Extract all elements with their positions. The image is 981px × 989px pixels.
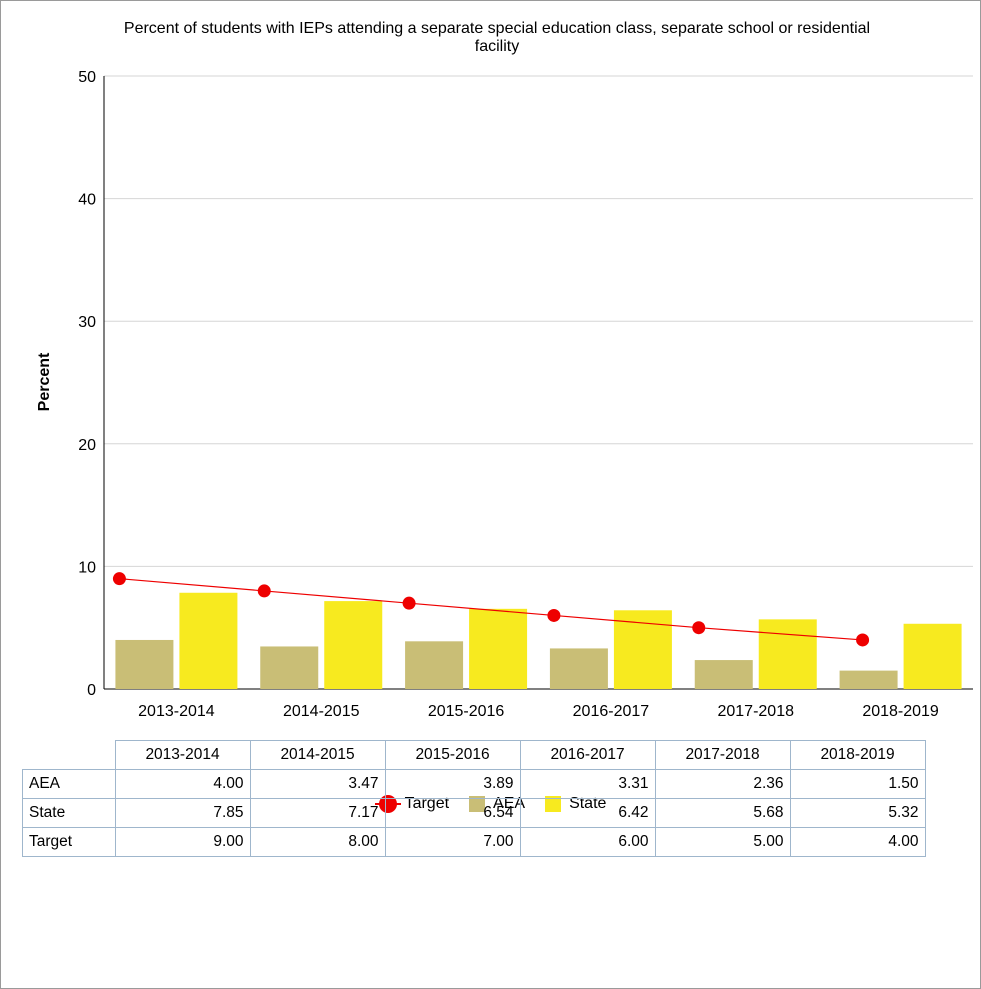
table-column-header: 2015-2016 [384, 740, 521, 770]
target-line-path [119, 578, 863, 641]
target-point-2015-2016 [402, 596, 416, 610]
y-tick-labels: 0 10 20 30 40 50 [78, 69, 96, 699]
table-row: AEA 4.00 3.47 3.89 3.31 2.36 1.50 [22, 769, 926, 799]
table-cell: 6.00 [519, 827, 656, 857]
bars [115, 592, 962, 689]
y-tick-label: 40 [78, 192, 96, 209]
table-column-header: 2017-2018 [654, 740, 791, 770]
target-point-2016-2017 [547, 608, 561, 622]
table-cell: 7.00 [384, 827, 521, 857]
table-cell: 5.00 [654, 827, 791, 857]
x-tick-label: 2018-2019 [862, 703, 939, 720]
table-cell: 7.85 [114, 798, 251, 828]
bar-state-2014-2015 [324, 601, 383, 689]
bar-aea-2013-2014 [115, 639, 174, 689]
chart-title-line-2: facility [475, 38, 519, 55]
x-tick-label: 2017-2018 [717, 703, 794, 720]
table-cell: 1.50 [789, 769, 926, 799]
bar-aea-2016-2017 [549, 648, 608, 689]
table-cell: 3.47 [249, 769, 386, 799]
bar-state-2017-2018 [758, 619, 817, 689]
y-tick-label: 30 [78, 314, 96, 331]
x-tick-labels: 2013-2014 2014-2015 2015-2016 2016-2017 2017… [138, 703, 939, 720]
bar-state-2016-2017 [613, 610, 672, 689]
target-series [112, 572, 870, 647]
x-tick-label: 2015-2016 [428, 703, 505, 720]
data-table: 2013-2014 2014-2015 2015-2016 2016-2017 … [22, 740, 926, 857]
x-tick-label: 2013-2014 [138, 703, 215, 720]
target-point-2018-2019 [856, 633, 870, 647]
table-cell: 4.00 [789, 827, 926, 857]
table-cell: 2.36 [654, 769, 791, 799]
y-tick-label: 20 [78, 437, 96, 454]
table-column-header: 2018-2019 [789, 740, 926, 770]
y-tick-label: 0 [87, 682, 96, 699]
table-cell: 4.00 [114, 769, 251, 799]
table-column-header: 2016-2017 [519, 740, 656, 770]
bar-aea-2018-2019 [839, 670, 898, 689]
x-tick-label: 2016-2017 [573, 703, 650, 720]
bar-aea-2017-2018 [694, 660, 753, 689]
target-point-2017-2018 [692, 621, 706, 635]
table-cell: 8.00 [249, 827, 386, 857]
table-cell: 7.17 [249, 798, 386, 828]
chart-title-line-1: Percent of students with IEPs attending … [124, 20, 870, 37]
bar-state-2015-2016 [469, 608, 528, 689]
table-header-row: 2013-2014 2014-2015 2015-2016 2016-2017 … [22, 740, 926, 770]
table-corner-cell [22, 740, 116, 770]
table-cell: 3.31 [519, 769, 656, 799]
y-axis-label: Percent [36, 352, 53, 411]
table-cell: 6.54 [384, 798, 521, 828]
table-cell: 3.89 [384, 769, 521, 799]
table-column-header: 2014-2015 [249, 740, 386, 770]
table-cell: 5.68 [654, 798, 791, 828]
table-row: Target 9.00 8.00 7.00 6.00 5.00 4.00 [22, 827, 926, 857]
bar-state-2013-2014 [179, 592, 238, 689]
table-cell: 6.42 [519, 798, 656, 828]
table-cell: 9.00 [114, 827, 251, 857]
table-cell: 5.32 [789, 798, 926, 828]
bar-aea-2015-2016 [405, 641, 464, 689]
table-column-header: 2013-2014 [114, 740, 251, 770]
table-row-label: Target [22, 827, 116, 857]
y-tick-label: 10 [78, 559, 96, 576]
target-point-2013-2014 [112, 572, 126, 586]
table-row-label: AEA [22, 769, 116, 799]
bar-state-2018-2019 [903, 623, 962, 689]
grid-lines [103, 75, 973, 690]
table-row-label: State [22, 798, 116, 828]
target-point-2014-2015 [257, 584, 271, 598]
x-tick-label: 2014-2015 [283, 703, 360, 720]
bar-aea-2014-2015 [260, 646, 319, 689]
table-row: State 7.85 7.17 6.54 6.42 5.68 5.32 [22, 798, 926, 828]
y-tick-label: 50 [78, 69, 96, 86]
